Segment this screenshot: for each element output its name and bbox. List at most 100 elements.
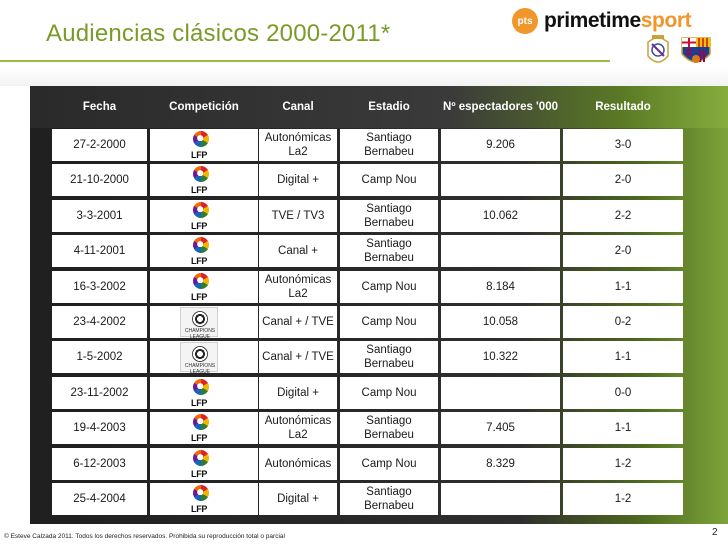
- lfp-logo-text: LFP: [191, 221, 208, 231]
- cell-espectadores: 9.206: [441, 129, 560, 161]
- lfp-ball-icon: [193, 166, 209, 182]
- cell-fecha-text: 4-11-2001: [73, 245, 126, 257]
- title-divider: [0, 60, 610, 62]
- cell-resultado: 1-1: [563, 271, 683, 303]
- cell-fecha: 1-5-2002: [52, 341, 147, 373]
- cell-espectadores: 10.058: [441, 306, 560, 338]
- cell-canal-text: Autonómicas: [264, 458, 332, 470]
- cell-competicion: LFP: [150, 129, 258, 161]
- cell-canal: Autonómicas La2: [259, 271, 337, 303]
- cell-estadio-text: Camp Nou: [361, 458, 417, 470]
- cell-canal-text: Digital +: [277, 174, 319, 186]
- cell-canal-text: Autonómicas La2: [264, 415, 332, 441]
- cell-fecha: 23-11-2002: [52, 377, 147, 409]
- champions-league-logo-icon: CHAMPIONS LEAGUE: [180, 342, 218, 375]
- cell-fecha: 4-11-2001: [52, 235, 147, 267]
- lfp-ball-icon: [193, 450, 209, 466]
- title-bar: [0, 0, 728, 86]
- lfp-logo-text: LFP: [191, 150, 208, 160]
- brand-name-main: primetime: [544, 9, 641, 32]
- lfp-logo-text: LFP: [191, 469, 208, 479]
- lfp-ball-icon: [193, 131, 209, 147]
- brand-logo: pts primetimesport: [512, 6, 722, 36]
- cell-fecha: 27-2-2000: [52, 129, 147, 161]
- cell-canal: Autonómicas La2: [259, 412, 337, 444]
- cell-competicion: CHAMPIONS LEAGUE: [150, 306, 258, 340]
- cell-espectadores-text: 10.322: [482, 351, 519, 363]
- lfp-logo-icon: LFP: [186, 449, 216, 479]
- cell-resultado-text: 1-1: [614, 422, 632, 434]
- cell-espectadores: [441, 483, 560, 515]
- cell-espectadores: [441, 235, 560, 267]
- lfp-logo-icon: LFP: [186, 272, 216, 302]
- cell-estadio: Santiago Bernabeu: [340, 412, 438, 444]
- cell-fecha-text: 27-2-2000: [73, 139, 126, 151]
- cell-resultado: 1-2: [563, 448, 683, 480]
- cell-canal-text: Canal + / TVE: [262, 351, 334, 363]
- cell-estadio: Camp Nou: [340, 164, 438, 196]
- cell-estadio-text: Camp Nou: [361, 316, 417, 328]
- lfp-ball-icon: [193, 202, 209, 218]
- cell-fecha: 16-3-2002: [52, 271, 147, 303]
- lfp-logo-text: LFP: [191, 256, 208, 266]
- cell-estadio: Camp Nou: [340, 306, 438, 338]
- cell-fecha: 23-4-2002: [52, 306, 147, 338]
- cell-estadio: Santiago Bernabeu: [340, 483, 438, 515]
- lfp-logo-icon: LFP: [186, 165, 216, 195]
- cell-estadio-text: Santiago Bernabeu: [364, 132, 414, 158]
- cell-espectadores: 10.322: [441, 341, 560, 373]
- cell-estadio-text: Santiago Bernabeu: [364, 486, 414, 512]
- cell-resultado-text: 0-0: [614, 387, 632, 399]
- club-crests: [647, 35, 711, 63]
- lfp-logo-text: LFP: [191, 433, 208, 443]
- cell-canal-text: Autonómicas La2: [264, 132, 332, 158]
- cell-resultado: 1-1: [563, 412, 683, 444]
- cell-canal: Canal + / TVE: [259, 341, 337, 373]
- cell-espectadores: 8.329: [441, 448, 560, 480]
- lfp-logo-text: LFP: [191, 398, 208, 408]
- cell-resultado: 2-0: [563, 164, 683, 196]
- cell-resultado-text: 2-0: [614, 245, 632, 257]
- cell-canal: Digital +: [259, 483, 337, 515]
- cell-resultado-text: 0-2: [614, 316, 632, 328]
- cell-fecha: 25-4-2004: [52, 483, 147, 515]
- cell-fecha: 3-3-2001: [52, 200, 147, 232]
- cell-resultado-text: 1-1: [614, 281, 632, 293]
- cell-competicion: LFP: [150, 377, 258, 409]
- lfp-logo-icon: LFP: [186, 201, 216, 231]
- column-header-estadio: Estadio: [368, 100, 410, 113]
- cell-fecha-text: 19-4-2003: [73, 422, 126, 434]
- cell-fecha-text: 25-4-2004: [73, 493, 126, 505]
- cell-resultado: 0-0: [563, 377, 683, 409]
- cell-fecha-text: 1-5-2002: [76, 351, 123, 363]
- cell-resultado: 2-0: [563, 235, 683, 267]
- cell-resultado-text: 2-2: [614, 210, 632, 222]
- lfp-ball-icon: [193, 237, 209, 253]
- column-header-competicion: Competición: [169, 100, 239, 113]
- cell-resultado: 0-2: [563, 306, 683, 338]
- cell-estadio: Camp Nou: [340, 271, 438, 303]
- cell-canal-text: Autonómicas La2: [264, 274, 332, 300]
- table-header-band: [30, 86, 728, 128]
- cell-estadio-text: Camp Nou: [361, 174, 417, 186]
- cell-canal-text: Canal +: [278, 245, 318, 257]
- cell-estadio-text: Camp Nou: [361, 387, 417, 399]
- cell-estadio: Santiago Bernabeu: [340, 129, 438, 161]
- cell-competicion: LFP: [150, 483, 258, 515]
- cell-fecha: 19-4-2003: [52, 412, 147, 444]
- fc-barcelona-crest-icon: [681, 37, 711, 63]
- cell-espectadores: [441, 377, 560, 409]
- brand-name-accent: sport: [640, 9, 692, 32]
- cell-competicion: CHAMPIONS LEAGUE: [150, 341, 258, 375]
- cell-canal: Digital +: [259, 164, 337, 196]
- cell-espectadores-text: 10.058: [482, 316, 519, 328]
- champions-league-logo-icon: CHAMPIONS LEAGUE: [180, 307, 218, 340]
- lfp-logo-icon: LFP: [186, 236, 216, 266]
- cell-canal: TVE / TV3: [259, 200, 337, 232]
- cell-fecha-text: 6-12-2003: [73, 458, 126, 470]
- real-madrid-crest-icon: [647, 35, 669, 63]
- lfp-ball-icon: [193, 414, 209, 430]
- lfp-logo-text: LFP: [191, 292, 208, 302]
- starball-icon: [192, 346, 208, 362]
- cell-canal: Canal + / TVE: [259, 306, 337, 338]
